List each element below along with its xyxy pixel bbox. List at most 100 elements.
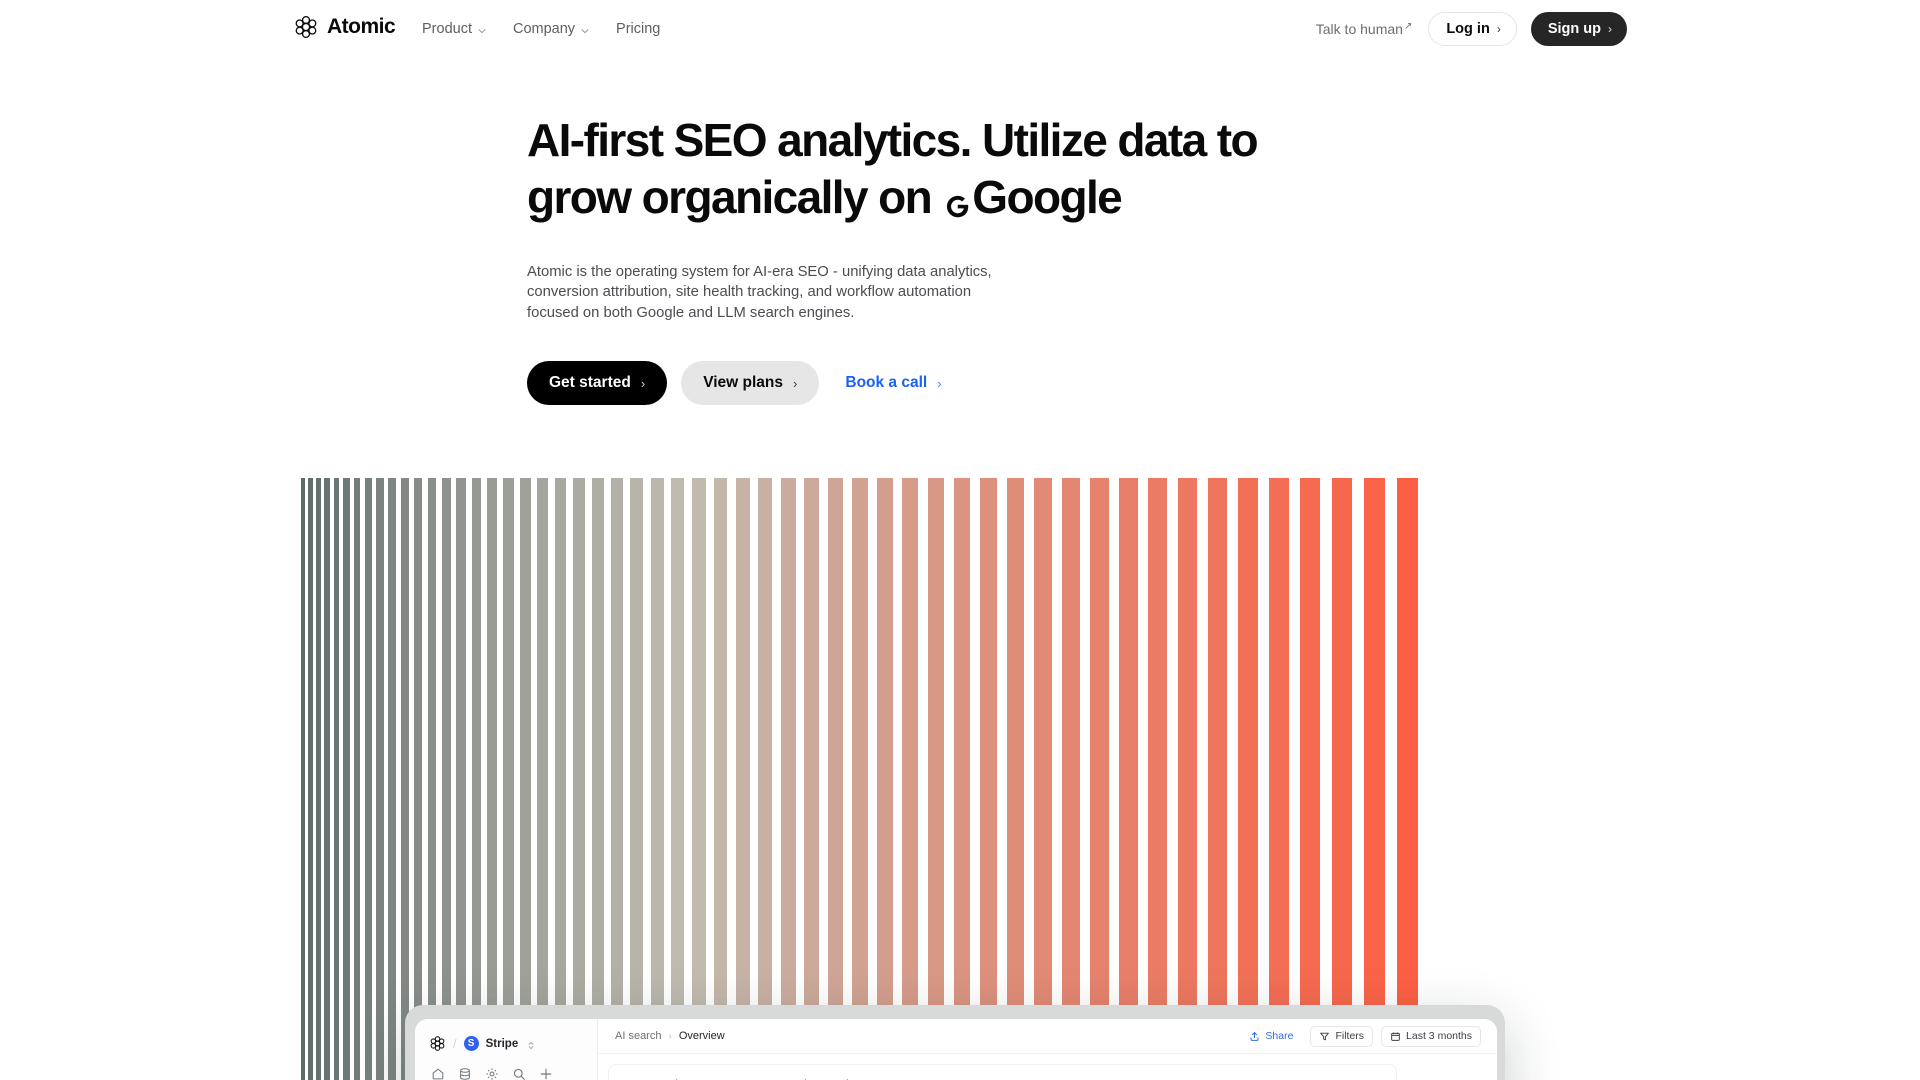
chevron-down-icon bbox=[477, 24, 487, 34]
talk-to-human-link[interactable]: Talk to human ↗ bbox=[1316, 21, 1413, 37]
decorative-bar bbox=[301, 478, 305, 1080]
decorative-bar bbox=[1062, 478, 1081, 1080]
app-sidebar: / S Stripe bbox=[415, 1019, 598, 1080]
arrow-up-right-icon: ↗ bbox=[1403, 21, 1413, 32]
decorative-bar bbox=[757, 478, 773, 1080]
get-started-button[interactable]: Get started › bbox=[527, 361, 668, 405]
decorative-bar bbox=[487, 478, 498, 1080]
breadcrumb: AI search › Overview bbox=[615, 1030, 725, 1042]
plus-icon[interactable] bbox=[539, 1067, 553, 1080]
site-header: Atomic Product Company Pricing Talk to h… bbox=[0, 0, 1920, 62]
legend-label-ai-search: AI search bbox=[637, 1078, 681, 1080]
breadcrumb-root[interactable]: AI search bbox=[615, 1030, 662, 1042]
chevron-up-down-icon bbox=[527, 1038, 535, 1049]
share-icon bbox=[1249, 1031, 1260, 1042]
share-button[interactable]: Share bbox=[1240, 1025, 1303, 1047]
decorative-bar bbox=[852, 478, 868, 1080]
decorative-bar bbox=[315, 478, 321, 1080]
database-icon[interactable] bbox=[458, 1067, 472, 1080]
chevron-down-icon bbox=[580, 24, 590, 34]
signup-button[interactable]: Sign up › bbox=[1530, 12, 1627, 46]
chevron-right-icon: › bbox=[640, 375, 646, 391]
view-plans-button[interactable]: View plans › bbox=[681, 361, 820, 405]
nav-item-pricing[interactable]: Pricing bbox=[616, 21, 660, 37]
chevron-right-icon: › bbox=[1608, 22, 1612, 36]
filter-icon bbox=[1319, 1031, 1330, 1042]
workspace-name: Stripe bbox=[485, 1037, 519, 1050]
nav-item-product-label: Product bbox=[422, 21, 472, 37]
legend-item-ai-search[interactable]: AI search bbox=[623, 1078, 698, 1080]
decorative-bar bbox=[927, 478, 945, 1080]
filters-button[interactable]: Filters bbox=[1310, 1025, 1374, 1047]
google-g-icon bbox=[942, 185, 972, 229]
decorative-bar bbox=[980, 478, 998, 1080]
decorative-bar bbox=[364, 478, 372, 1080]
decorative-bar bbox=[1119, 478, 1138, 1080]
headline-line-2-post: Google bbox=[972, 171, 1122, 223]
decorative-bar bbox=[400, 478, 409, 1080]
decorative-bar bbox=[1331, 478, 1353, 1080]
decorative-bar bbox=[630, 478, 644, 1080]
page-title: AI-first SEO analytics. Utilize data to … bbox=[527, 112, 1347, 229]
decorative-bar bbox=[1177, 478, 1197, 1080]
atomic-logo-icon bbox=[293, 14, 319, 40]
decorative-bar bbox=[1238, 478, 1258, 1080]
decorative-bar-strip bbox=[301, 478, 1621, 1080]
main-nav: Product Company Pricing bbox=[422, 21, 660, 37]
header-actions: Talk to human ↗ Log in › Sign up › bbox=[1316, 12, 1627, 46]
talk-to-human-label: Talk to human bbox=[1315, 21, 1403, 37]
decorative-bar bbox=[1300, 478, 1321, 1080]
decorative-bar bbox=[1006, 478, 1025, 1080]
app-topbar-actions: Share Filters Last 3 months bbox=[1240, 1025, 1481, 1047]
decorative-bar bbox=[471, 478, 482, 1080]
decorative-bar bbox=[376, 478, 384, 1080]
book-a-call-label: Book a call bbox=[845, 374, 928, 391]
filters-label: Filters bbox=[1335, 1030, 1365, 1042]
search-icon[interactable] bbox=[512, 1067, 526, 1080]
legend-item-total-conversions[interactable]: Total conversions bbox=[770, 1078, 882, 1080]
breadcrumb-slash: / bbox=[453, 1036, 457, 1051]
date-range-button[interactable]: Last 3 months bbox=[1381, 1025, 1481, 1047]
decorative-bar bbox=[827, 478, 844, 1080]
chevron-right-icon: › bbox=[668, 1030, 672, 1042]
decorative-bar bbox=[427, 478, 437, 1080]
brand-name: Atomic bbox=[327, 15, 396, 38]
chevron-right-icon: › bbox=[1496, 22, 1501, 36]
decorative-bar bbox=[353, 478, 361, 1080]
chevron-right-icon: › bbox=[793, 375, 798, 391]
login-button[interactable]: Log in › bbox=[1428, 12, 1517, 46]
gear-icon[interactable] bbox=[485, 1067, 499, 1080]
calendar-icon bbox=[1390, 1031, 1401, 1042]
brand-logo-link[interactable]: Atomic bbox=[293, 14, 396, 40]
decorative-bar bbox=[1396, 478, 1418, 1080]
app-window: / S Stripe bbox=[415, 1019, 1497, 1080]
decorative-bar bbox=[1148, 478, 1168, 1080]
decorative-bar bbox=[324, 478, 330, 1080]
atomic-mark-icon bbox=[429, 1035, 446, 1052]
workspace-switcher[interactable]: / S Stripe bbox=[425, 1033, 587, 1052]
nav-item-product[interactable]: Product bbox=[422, 21, 487, 37]
metrics-card: AI search Total conversions bbox=[608, 1064, 1397, 1080]
decorative-bar bbox=[333, 478, 340, 1080]
decorative-bar bbox=[953, 478, 971, 1080]
hero-paragraph: Atomic is the operating system for AI-er… bbox=[527, 263, 992, 321]
decorative-bar bbox=[713, 478, 728, 1080]
book-a-call-link[interactable]: Book a call › bbox=[833, 361, 963, 405]
view-plans-label: View plans bbox=[703, 374, 784, 391]
date-range-label: Last 3 months bbox=[1406, 1030, 1472, 1042]
sidebar-tool-row bbox=[425, 1052, 587, 1080]
decorative-bar bbox=[537, 478, 549, 1080]
hero-cta-row: Get started › View plans › Book a call › bbox=[527, 361, 1347, 405]
home-icon[interactable] bbox=[431, 1067, 445, 1080]
nav-item-company[interactable]: Company bbox=[513, 21, 590, 37]
chevron-right-icon: › bbox=[937, 375, 942, 391]
share-label: Share bbox=[1265, 1030, 1294, 1042]
get-started-label: Get started bbox=[549, 374, 631, 391]
product-showcase: / S Stripe bbox=[0, 478, 1920, 1080]
decorative-bar bbox=[1268, 478, 1289, 1080]
decorative-bar bbox=[413, 478, 423, 1080]
decorative-bar bbox=[343, 478, 350, 1080]
decorative-bar bbox=[520, 478, 531, 1080]
decorative-bar bbox=[692, 478, 706, 1080]
app-main: AI search › Overview Share bbox=[598, 1019, 1497, 1080]
